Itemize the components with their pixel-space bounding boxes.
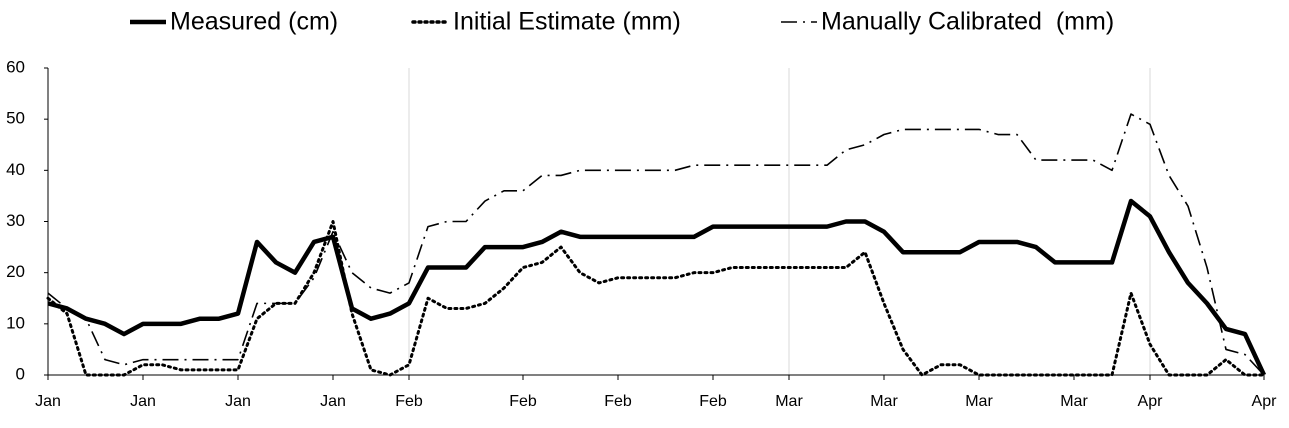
x-tick-label: Jan bbox=[320, 393, 346, 410]
x-tick-label: Apr bbox=[1252, 393, 1278, 410]
x-tick-label: Jan bbox=[225, 393, 251, 410]
x-tick-label: Mar bbox=[870, 393, 898, 410]
legend-label: Measured (cm) bbox=[170, 8, 338, 36]
legend-label: Initial Estimate (mm) bbox=[453, 8, 681, 36]
x-tick-label: Mar bbox=[775, 393, 803, 410]
y-tick-label: 20 bbox=[6, 262, 25, 281]
series-line bbox=[46, 220, 1266, 377]
x-tick-label: Mar bbox=[1060, 393, 1088, 410]
y-tick-label: 30 bbox=[6, 211, 25, 230]
x-tick-label: Feb bbox=[604, 393, 632, 410]
series-line bbox=[47, 198, 1267, 376]
x-tick-label: Apr bbox=[1138, 393, 1164, 410]
x-tick-label: Jan bbox=[35, 393, 61, 410]
x-tick-label: Feb bbox=[699, 393, 727, 410]
y-tick-label: 0 bbox=[16, 364, 25, 383]
x-tick-label: Feb bbox=[395, 393, 423, 410]
x-tick-label: Mar bbox=[965, 393, 993, 410]
y-tick-label: 60 bbox=[6, 57, 25, 76]
legend-label: Manually Calibrated (mm) bbox=[821, 8, 1114, 36]
series-line bbox=[47, 113, 1265, 376]
y-tick-label: 10 bbox=[6, 313, 25, 332]
y-tick-label: 50 bbox=[6, 109, 25, 128]
x-tick-label: Jan bbox=[130, 393, 156, 410]
y-tick-label: 40 bbox=[6, 160, 25, 179]
x-tick-label: Feb bbox=[509, 393, 537, 410]
